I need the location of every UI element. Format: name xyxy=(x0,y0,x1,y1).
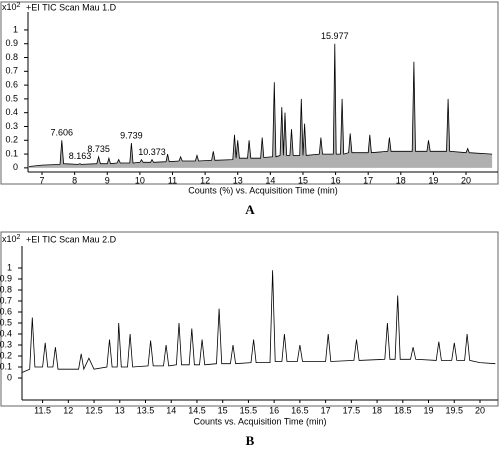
x-tick-label: 12 xyxy=(63,405,73,415)
y-tick-label: 0.3 xyxy=(5,121,18,131)
x-tick-label: 18 xyxy=(372,405,382,415)
x-tick-label: 15.5 xyxy=(240,405,258,415)
x-tick-label: 7 xyxy=(40,175,45,185)
x-tick-label: 18 xyxy=(396,175,406,185)
y-tick-label: 0.6 xyxy=(5,79,18,89)
x-tick-label: 14 xyxy=(265,175,275,185)
x-tick-label: 13 xyxy=(233,175,243,185)
unit-exponent: 2 xyxy=(17,234,21,241)
x-tick-label: 18.5 xyxy=(394,405,412,415)
x-tick-label: 19 xyxy=(424,405,434,415)
y-tick-label: 0.7 xyxy=(0,295,12,305)
x-tick-label: 11 xyxy=(168,175,177,185)
x-tick-label: 15 xyxy=(298,175,308,185)
y-tick-label: 0.8 xyxy=(5,52,18,62)
x-axis-label: Counts vs. Acquisition Time (min) xyxy=(193,416,326,426)
x-tick-label: 20 xyxy=(475,405,485,415)
chart-title: +EI TIC Scan Mau 2.D xyxy=(26,234,117,244)
x-tick-label: 10 xyxy=(135,175,145,185)
chart-title: +EI TIC Scan Mau 1.D xyxy=(26,2,117,12)
unit-exponent: 2 xyxy=(17,2,21,9)
y-tick-label: 0.2 xyxy=(0,350,12,360)
y-tick-label: 0.6 xyxy=(0,306,12,316)
trace-line xyxy=(28,43,493,167)
panel-label: B xyxy=(246,433,255,448)
y-tick-label: 0 xyxy=(13,162,18,172)
unit-label: x102 xyxy=(2,2,21,13)
x-tick-label: 19.5 xyxy=(445,405,463,415)
peak-annotation: 8.163 xyxy=(69,151,92,161)
panel-label: A xyxy=(245,202,255,217)
y-tick-label: 1 xyxy=(13,24,18,34)
x-tick-label: 16 xyxy=(269,405,279,415)
x-tick-label: 13.5 xyxy=(137,405,155,415)
trace-line xyxy=(21,270,496,373)
x-tick-label: 8 xyxy=(72,175,77,185)
x-tick-label: 20 xyxy=(461,175,471,185)
y-tick-label: 0 xyxy=(7,372,12,382)
peak-annotation: 9.739 xyxy=(120,130,143,140)
x-axis-label: Counts (%) vs. Acquisition Time (min) xyxy=(188,185,338,195)
y-tick-label: 0.7 xyxy=(5,66,18,76)
x-tick-label: 15 xyxy=(218,405,228,415)
y-tick-label: 0.5 xyxy=(5,93,18,103)
x-tick-label: 19 xyxy=(428,175,438,185)
x-tick-label: 16 xyxy=(331,175,341,185)
unit-base: x10 xyxy=(2,2,17,12)
x-tick-label: 17 xyxy=(321,405,331,415)
x-tick-label: 13 xyxy=(115,405,125,415)
x-tick-label: 12.5 xyxy=(85,405,103,415)
panel-frame xyxy=(0,1,499,185)
y-tick-label: 0.4 xyxy=(5,107,18,117)
peak-annotation: 15.977 xyxy=(321,31,349,41)
x-tick-label: 9 xyxy=(105,175,110,185)
unit-label: x102 xyxy=(2,234,21,245)
area xyxy=(29,43,493,168)
y-tick-label: 0.1 xyxy=(5,148,18,158)
y-tick-label: 0.4 xyxy=(0,328,12,338)
x-tick-label: 14 xyxy=(166,405,176,415)
x-tick-label: 14.5 xyxy=(188,405,206,415)
peak-annotation: 10.373 xyxy=(138,147,166,157)
x-tick-label: 17.5 xyxy=(343,405,361,415)
y-tick-label: 0.8 xyxy=(0,284,12,294)
y-tick-label: 0.1 xyxy=(0,361,12,371)
x-tick-label: 11.5 xyxy=(34,405,51,415)
y-tick-label: 0.3 xyxy=(0,339,12,349)
x-tick-label: 17 xyxy=(363,175,373,185)
x-tick-label: 16.5 xyxy=(291,405,309,415)
y-tick-label: 1 xyxy=(7,262,12,272)
y-tick-label: 0.9 xyxy=(5,38,18,48)
y-tick-label: 0.5 xyxy=(0,317,12,327)
panel-frame xyxy=(0,231,499,407)
y-tick-label: 0.9 xyxy=(0,273,12,283)
x-tick-label: 12 xyxy=(200,175,210,185)
peak-annotation: 7.606 xyxy=(51,128,74,138)
unit-base: x10 xyxy=(2,234,17,244)
y-tick-label: 0.2 xyxy=(5,135,18,145)
peak-annotation: 8.735 xyxy=(87,144,110,154)
